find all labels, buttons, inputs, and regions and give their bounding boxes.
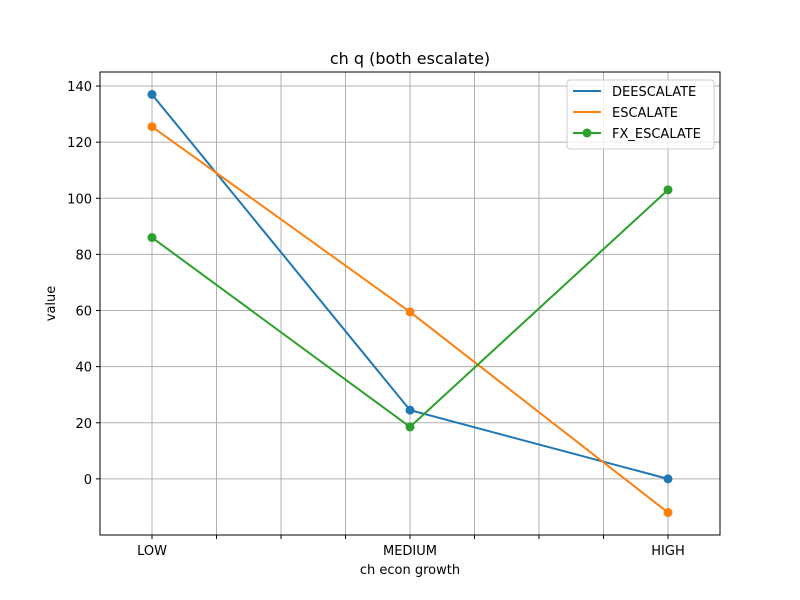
data-point bbox=[405, 422, 415, 432]
data-point bbox=[663, 185, 673, 195]
y-tick-label: 20 bbox=[75, 417, 92, 432]
legend: DEESCALATE ESCALATE FX_ESCALATE bbox=[566, 79, 715, 150]
data-point bbox=[405, 405, 415, 415]
y-axis-label: value bbox=[44, 286, 59, 322]
series-layer bbox=[147, 89, 673, 518]
x-axis-label: ch econ growth bbox=[360, 563, 460, 578]
legend-marker bbox=[582, 128, 592, 138]
x-tick-label: LOW bbox=[137, 544, 167, 559]
data-point bbox=[147, 122, 157, 132]
chart-title: ch q (both escalate) bbox=[330, 49, 490, 68]
y-tick-label: 60 bbox=[75, 305, 92, 320]
y-tick-label: 40 bbox=[75, 361, 92, 376]
y-tick-label: 140 bbox=[67, 80, 92, 95]
legend-box bbox=[566, 79, 715, 150]
x-tick-label: HIGH bbox=[651, 544, 684, 559]
y-axis: 0 20 40 60 80 100 120 140 bbox=[67, 80, 100, 488]
y-tick-label: 80 bbox=[75, 248, 92, 263]
data-point bbox=[405, 307, 415, 317]
y-tick-label: 0 bbox=[84, 473, 92, 488]
y-tick-label: 120 bbox=[67, 136, 92, 151]
data-point bbox=[663, 474, 673, 484]
x-tick-label: MEDIUM bbox=[383, 544, 437, 559]
legend-label: FX_ESCALATE bbox=[612, 127, 701, 142]
data-point bbox=[147, 89, 157, 99]
legend-label: DEESCALATE bbox=[612, 85, 696, 100]
x-axis: LOW MEDIUM HIGH bbox=[137, 535, 685, 559]
y-tick-label: 100 bbox=[67, 192, 92, 207]
legend-label: ESCALATE bbox=[612, 106, 678, 121]
data-point bbox=[147, 233, 157, 243]
data-point bbox=[663, 508, 673, 518]
